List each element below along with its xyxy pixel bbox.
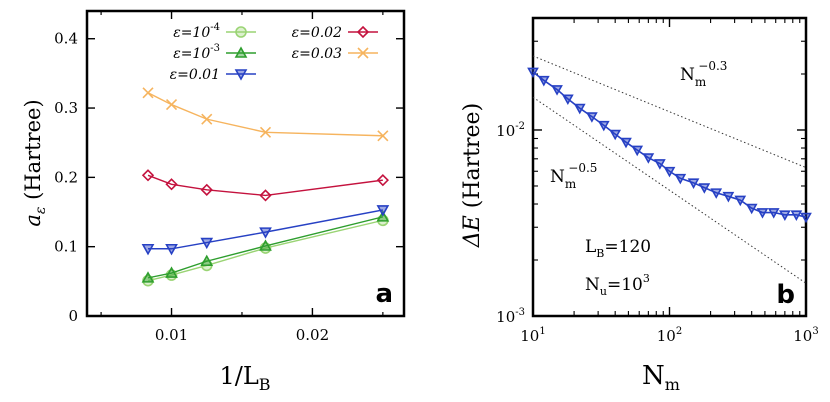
- series-line-2: [147, 216, 384, 279]
- series-line-3: [148, 209, 383, 250]
- series-3-point: [165, 243, 178, 256]
- delta-e-line: [532, 71, 807, 218]
- b-ytick-label: 10-2: [496, 121, 525, 140]
- series-4-point: [376, 174, 389, 187]
- annotation-lb: LB=120: [585, 237, 651, 260]
- delta-e-point: [734, 195, 747, 207]
- a-ytick-label: 0.1: [54, 238, 78, 256]
- delta-e-point: [573, 103, 586, 115]
- series-3-point: [259, 227, 272, 239]
- series-3-point: [200, 237, 214, 250]
- reference-line-1: [532, 55, 807, 169]
- delta-e-point: [537, 75, 550, 87]
- delta-e-point: [551, 85, 563, 96]
- series-4-point: [259, 189, 272, 202]
- panel-a-series: [141, 87, 390, 287]
- ref-line-label-0-3: Nm−0.3: [680, 59, 727, 89]
- panel-a-xlabel: 1/LB: [219, 362, 270, 394]
- a-ytick-label: 0.3: [54, 99, 78, 117]
- delta-e-point: [745, 203, 758, 215]
- reference-line-2: [532, 96, 807, 284]
- series-line-4: [147, 174, 383, 197]
- series-2-point: [200, 254, 214, 267]
- legend-key-marker: [234, 69, 248, 81]
- delta-e-point: [642, 153, 655, 164]
- a-xtick-label: 0.01: [155, 326, 188, 344]
- delta-e-point: [778, 210, 791, 221]
- delta-e-point: [663, 166, 676, 178]
- panel-b: 101 102 103 10-3 10-2 ΔE (Hartree) Nm Nm−0.3…: [460, 16, 819, 394]
- delta-e-point: [687, 178, 700, 189]
- panel-a-legend: ε=10-4 ε=10-3 ε=0.01 ε=0.02 ε=0.03: [170, 22, 378, 83]
- delta-e-point: [609, 129, 622, 141]
- legend-key-marker: [235, 26, 247, 38]
- series-5-point: [142, 87, 154, 99]
- b-xtick-label: 103: [793, 326, 818, 345]
- delta-e-point: [597, 120, 610, 132]
- b-xtick-label: 102: [657, 326, 682, 345]
- panel-a: 00.10.20.30.40.01 0.02 aε (Hartree) 1/LB …: [21, 9, 406, 394]
- delta-e-point: [586, 112, 598, 123]
- panel-b-reference-lines: [532, 55, 807, 284]
- delta-e-point: [790, 210, 803, 221]
- a-ytick-label: 0.2: [54, 168, 78, 186]
- delta-e-point: [561, 94, 574, 106]
- panel-b-xlabel: Nm: [642, 361, 680, 394]
- delta-e-point: [654, 159, 666, 170]
- legend-key-marker: [234, 46, 248, 58]
- panel-b-tag: b: [776, 280, 795, 310]
- delta-e-point: [698, 183, 711, 194]
- a-xtick-label: 0.02: [296, 326, 329, 344]
- series-2-point: [165, 266, 178, 278]
- legend-label-eps-0-01: ε=0.01: [170, 67, 220, 83]
- legend-label-eps-1e-4: ε=10-4: [173, 22, 220, 41]
- delta-e-point: [800, 212, 812, 224]
- series-4-point: [141, 169, 155, 182]
- panel-b-series: [527, 67, 812, 224]
- ref-line-label-0-5: Nm−0.5: [550, 161, 597, 191]
- series-5-point: [259, 126, 272, 138]
- series-4-point: [200, 183, 213, 196]
- series-3-point: [141, 243, 155, 256]
- a-ytick-label: 0: [68, 307, 78, 325]
- series-5-point: [201, 113, 213, 125]
- series-5-point: [165, 99, 178, 111]
- series-5-point: [377, 130, 389, 142]
- panel-b-ylabel: ΔE (Hartree): [460, 103, 485, 248]
- delta-e-point: [620, 137, 632, 149]
- series-3-point: [376, 205, 390, 217]
- delta-e-point: [710, 188, 723, 199]
- delta-e-point: [674, 173, 687, 185]
- legend-key-marker: [356, 25, 370, 39]
- b-xtick-label: 101: [520, 326, 545, 345]
- legend-label-eps-1e-3: ε=10-3: [173, 43, 220, 62]
- panel-a-tag: a: [375, 279, 393, 309]
- panel-a-legend-keys: [226, 25, 378, 81]
- series-4-point: [165, 178, 178, 191]
- delta-e-point: [756, 208, 769, 219]
- legend-label-eps-0-02: ε=0.02: [292, 25, 343, 41]
- delta-e-point: [767, 208, 780, 219]
- series-2-point: [141, 271, 155, 283]
- panel-b-ticks: 101 102 103 10-3 10-2: [496, 17, 819, 345]
- annotation-nu: Nu=103: [585, 272, 650, 298]
- series-line-5: [147, 92, 383, 137]
- legend-key-marker: [357, 47, 369, 59]
- panel-a-ylabel: aε (Hartree): [21, 99, 49, 226]
- delta-e-point: [527, 67, 539, 79]
- b-ytick-label: 10-3: [496, 307, 525, 326]
- panel-a-ticks: 0 0.1 0.2 0.3 0.4 0.01 0.02: [54, 11, 404, 344]
- a-ytick-label: 0.4: [54, 30, 78, 48]
- panel-a-frame: [85, 9, 406, 318]
- legend-label-eps-0-03: ε=0.03: [292, 46, 343, 62]
- delta-e-point: [722, 191, 735, 203]
- series-2-point: [259, 239, 272, 251]
- delta-e-point: [631, 145, 644, 157]
